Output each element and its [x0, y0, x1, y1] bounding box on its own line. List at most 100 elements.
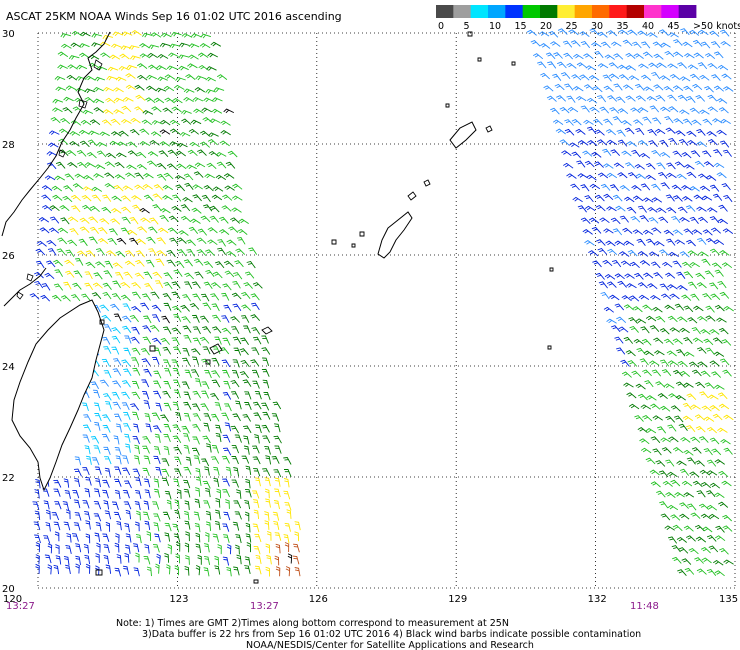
- wind-barb: [130, 55, 141, 61]
- wind-barb: [149, 324, 160, 332]
- wind-barb: [122, 455, 129, 464]
- wind-barb: [135, 533, 142, 544]
- wind-barb: [555, 128, 566, 135]
- wind-barb: [93, 445, 101, 454]
- wind-barb: [651, 227, 662, 234]
- wind-barb: [131, 391, 141, 400]
- wind-barb: [43, 535, 51, 544]
- wind-barb: [162, 107, 173, 114]
- wind-barb: [679, 327, 690, 334]
- wind-barb: [530, 39, 541, 47]
- wind-barb: [83, 174, 94, 181]
- wind-barb: [660, 106, 671, 113]
- wind-barb: [94, 466, 102, 475]
- wind-barb: [680, 28, 690, 36]
- wind-barb: [121, 195, 131, 202]
- wind-barb: [674, 492, 685, 498]
- wind-barb: [79, 217, 90, 224]
- wind-barb: [621, 295, 632, 302]
- wind-barb: [159, 129, 171, 135]
- wind-barb: [148, 64, 159, 71]
- wind-barb: [163, 380, 172, 389]
- wind-barb: [199, 315, 209, 323]
- wind-barb: [123, 271, 133, 279]
- wind-barb: [584, 205, 596, 211]
- wind-barb: [116, 554, 122, 564]
- wind-barb: [627, 29, 638, 36]
- wind-barb: [669, 327, 680, 333]
- wind-barb: [610, 325, 621, 333]
- wind-barb: [131, 347, 141, 356]
- wind-barb: [606, 318, 617, 324]
- wind-barb: [220, 120, 231, 126]
- wind-barb: [603, 85, 614, 92]
- wind-barb: [192, 337, 202, 346]
- wind-barb: [209, 205, 220, 213]
- wind-barb: [214, 520, 221, 531]
- wind-barb: [103, 346, 112, 354]
- wind-barb: [274, 423, 281, 433]
- wind-barb: [684, 164, 695, 170]
- wind-barb: [166, 65, 178, 71]
- wind-barb: [671, 215, 681, 224]
- wind-barb: [174, 509, 181, 519]
- lon-tick-label: 129: [448, 594, 467, 605]
- wind-barb: [94, 413, 102, 422]
- wind-barb: [679, 217, 690, 223]
- wind-barb: [709, 482, 721, 489]
- wind-barb: [197, 228, 208, 236]
- wind-barb: [666, 238, 676, 246]
- wind-barb: [712, 193, 723, 201]
- wind-barb: [552, 119, 564, 125]
- wind-barb: [571, 74, 582, 81]
- wind-barb: [621, 150, 632, 157]
- wind-barb: [683, 382, 694, 388]
- wind-barb: [722, 514, 733, 522]
- wind-barb: [110, 218, 121, 225]
- wind-barb: [687, 64, 699, 70]
- legend-swatch: [470, 5, 489, 18]
- wind-barb: [77, 161, 87, 169]
- wind-barb: [84, 488, 91, 498]
- wind-barb: [44, 272, 55, 280]
- wind-barb: [164, 522, 172, 532]
- wind-barb: [84, 445, 91, 455]
- wind-barb: [232, 281, 241, 289]
- wind-barb: [632, 41, 642, 49]
- wind-barb: [252, 445, 260, 454]
- wind-barb: [119, 53, 130, 60]
- wind-barb: [273, 500, 280, 510]
- legend-swatch: [678, 5, 697, 18]
- wind-barb: [686, 535, 696, 542]
- wind-barb: [703, 338, 714, 346]
- wind-barb: [653, 337, 664, 344]
- wind-barb: [181, 381, 190, 390]
- wind-barb: [135, 477, 142, 487]
- wind-barb: [230, 425, 239, 434]
- wind-barb: [178, 54, 189, 59]
- wind-barb: [664, 525, 675, 531]
- wind-barb: [204, 543, 210, 553]
- wind-barb: [714, 570, 725, 577]
- wind-barb: [169, 43, 181, 49]
- wind-barb: [135, 259, 145, 267]
- wind-barb: [262, 411, 271, 420]
- legend-swatch: [436, 5, 454, 18]
- wind-barb: [142, 336, 152, 345]
- wind-barb: [650, 481, 661, 488]
- wind-barb: [239, 348, 249, 356]
- wind-barb: [672, 229, 683, 236]
- wind-barb: [137, 63, 148, 69]
- wind-barb: [689, 471, 700, 478]
- wind-barb: [116, 152, 127, 158]
- wind-barb: [679, 468, 690, 476]
- wind-barb: [177, 142, 188, 148]
- wind-barb: [183, 488, 191, 498]
- wind-barb: [194, 498, 201, 508]
- wind-barb: [171, 291, 181, 299]
- wind-barb: [130, 336, 140, 344]
- wind-barb: [143, 455, 151, 465]
- wind-barb: [103, 544, 110, 554]
- wind-barb: [88, 236, 98, 244]
- wind-barb: [665, 272, 676, 279]
